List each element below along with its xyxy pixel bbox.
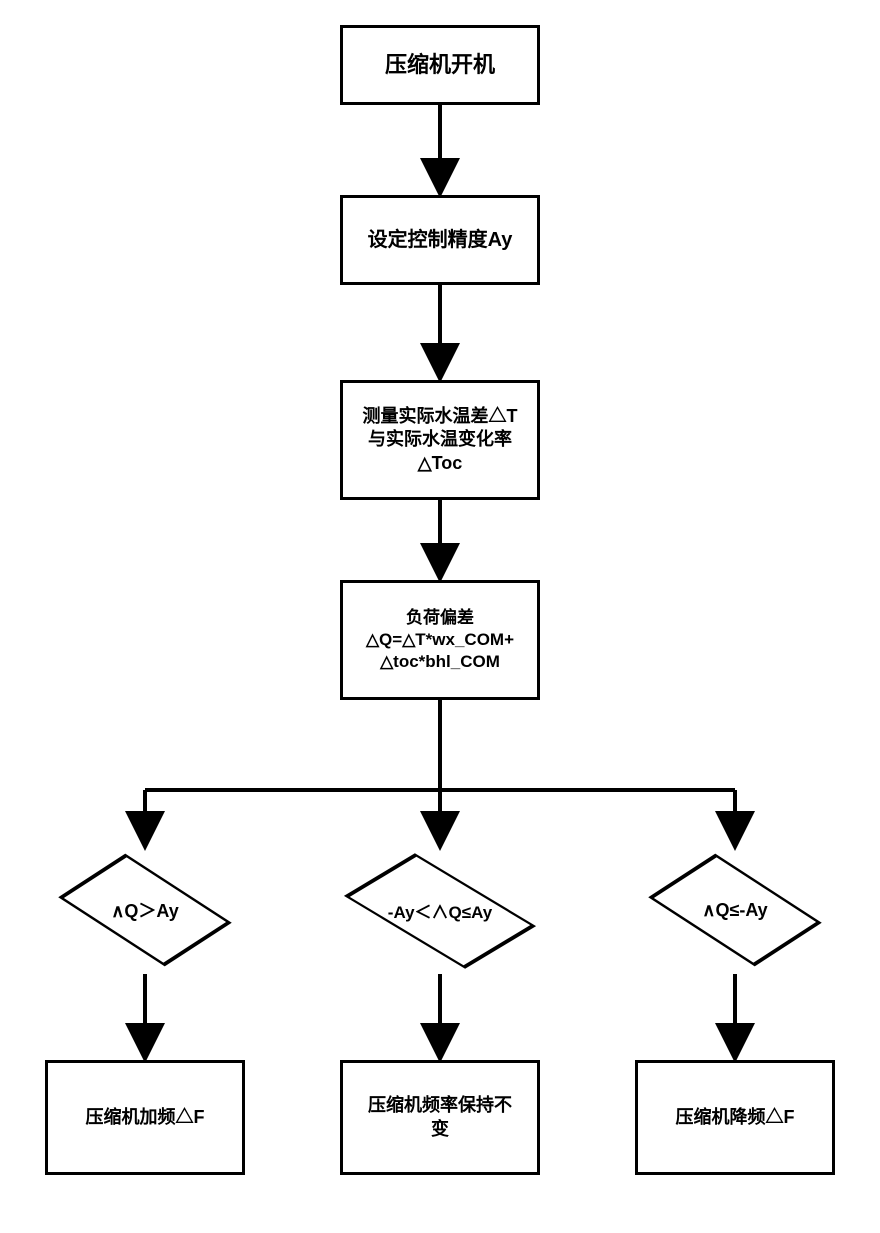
result-decrease-freq: 压缩机降频△F bbox=[635, 1060, 835, 1175]
node-label: 设定控制精度Ay bbox=[368, 227, 513, 253]
node-label: 压缩机加频△F bbox=[86, 1106, 205, 1129]
node-label: 压缩机开机 bbox=[385, 51, 495, 80]
node-label: 测量实际水温差△T 与实际水温变化率 △Toc bbox=[363, 405, 518, 475]
decision-label: -Ay＜∧Q≤Ay bbox=[388, 898, 492, 923]
decision-q-gt-ay: ∧Q＞Ay bbox=[40, 845, 250, 975]
node-measure: 测量实际水温差△T 与实际水温变化率 △Toc bbox=[340, 380, 540, 500]
node-label: 负荷偏差 △Q=△T*wx_COM+ △toc*bhl_COM bbox=[366, 607, 514, 673]
result-keep-freq: 压缩机频率保持不 变 bbox=[340, 1060, 540, 1175]
node-load-deviation: 负荷偏差 △Q=△T*wx_COM+ △toc*bhl_COM bbox=[340, 580, 540, 700]
decision-label: ∧Q＞Ay bbox=[111, 897, 179, 923]
node-start: 压缩机开机 bbox=[340, 25, 540, 105]
node-label: 压缩机频率保持不 变 bbox=[368, 1094, 512, 1141]
result-increase-freq: 压缩机加频△F bbox=[45, 1060, 245, 1175]
decision-q-le-neg-ay: ∧Q≤-Ay bbox=[630, 845, 840, 975]
decision-q-in-range: -Ay＜∧Q≤Ay bbox=[325, 845, 555, 975]
decision-label: ∧Q≤-Ay bbox=[702, 900, 767, 921]
node-set-precision: 设定控制精度Ay bbox=[340, 195, 540, 285]
node-label: 压缩机降频△F bbox=[676, 1106, 795, 1129]
